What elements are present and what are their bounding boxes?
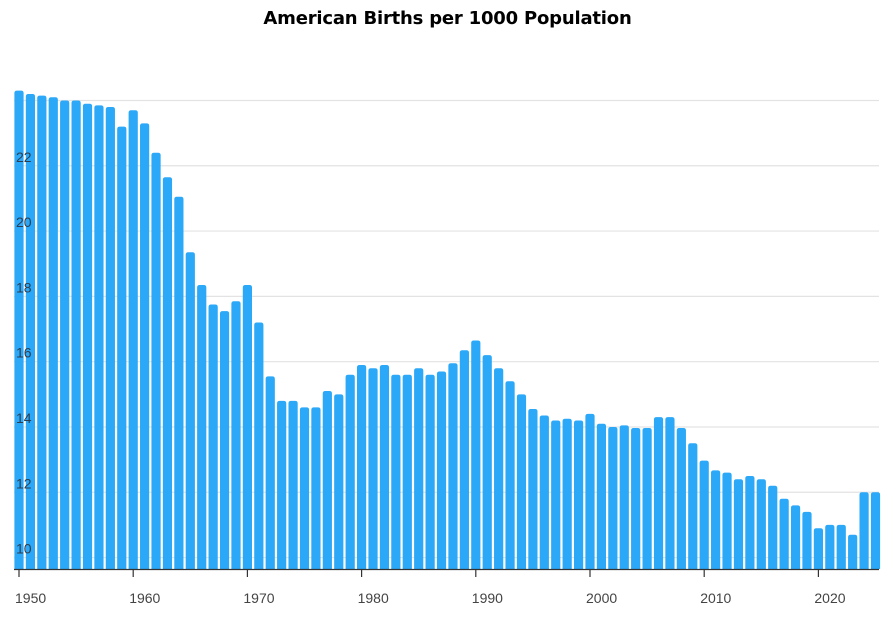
bar-1982 xyxy=(379,364,390,569)
bar-2023 xyxy=(848,534,858,569)
bar-1954 xyxy=(60,100,70,569)
bar-1957 xyxy=(94,105,104,570)
bar-2001 xyxy=(596,423,607,569)
bar-1971 xyxy=(254,322,264,569)
bar-2000 xyxy=(585,413,595,569)
bar-1977 xyxy=(322,391,332,569)
bar-1985 xyxy=(414,368,424,569)
bar-1995 xyxy=(528,409,538,569)
bar-1992 xyxy=(494,368,504,569)
chart-title: American Births per 1000 Population xyxy=(263,8,632,29)
bar-1986 xyxy=(425,374,435,569)
bar-1959 xyxy=(117,126,127,569)
bar-1975 xyxy=(299,407,310,569)
bar-1958 xyxy=(105,107,115,569)
y-tick-label-22: 22 xyxy=(16,149,32,165)
bar-2002 xyxy=(608,426,618,569)
bar-1956 xyxy=(82,103,93,570)
bar-2007 xyxy=(665,417,675,569)
bar-1993 xyxy=(505,381,515,569)
bar-1951 xyxy=(25,93,36,569)
y-tick-label-18: 18 xyxy=(16,279,32,295)
bar-1991 xyxy=(482,355,492,569)
bar-1990 xyxy=(471,340,481,569)
bar-2006 xyxy=(653,417,664,569)
x-tick-label-2000: 2000 xyxy=(586,590,617,606)
y-tick-label-16: 16 xyxy=(16,345,32,361)
bar-2025 xyxy=(870,492,881,569)
x-tick-label-2020: 2020 xyxy=(814,590,845,606)
gridlines xyxy=(14,99,879,559)
bars xyxy=(14,90,881,570)
x-tick-label-1970: 1970 xyxy=(243,590,274,606)
bar-1972 xyxy=(265,376,275,569)
bar-2010 xyxy=(699,460,709,569)
bar-1969 xyxy=(231,301,241,569)
bar-2018 xyxy=(790,505,801,569)
bar-2005 xyxy=(642,427,652,569)
bar-2022 xyxy=(836,524,846,569)
y-axis-labels: 10 12 14 16 18 20 22 xyxy=(16,149,32,557)
bar-1962 xyxy=(151,152,161,569)
bar-1978 xyxy=(334,394,344,569)
bar-2019 xyxy=(802,511,812,569)
bar-1983 xyxy=(391,374,401,569)
x-tick-label-1960: 1960 xyxy=(129,590,160,606)
bar-1968 xyxy=(219,311,230,569)
bar-1994 xyxy=(516,394,527,569)
bar-1961 xyxy=(140,123,150,569)
bar-1999 xyxy=(573,420,584,569)
bar-1976 xyxy=(311,407,321,569)
y-tick-label-12: 12 xyxy=(16,475,32,491)
bar-1980 xyxy=(357,364,367,569)
bar-1955 xyxy=(71,100,81,569)
bar-1952 xyxy=(37,95,47,569)
bar-2012 xyxy=(722,472,732,569)
x-tick-label-2010: 2010 xyxy=(700,590,731,606)
bar-2016 xyxy=(768,485,778,569)
bar-1960 xyxy=(128,110,138,569)
bar-1988 xyxy=(448,363,458,569)
bar-2008 xyxy=(676,427,686,569)
bar-1966 xyxy=(197,284,207,569)
bar-2020 xyxy=(813,528,823,569)
bar-1953 xyxy=(48,97,58,570)
bar-2009 xyxy=(688,443,698,569)
bar-1950 xyxy=(14,90,24,570)
bar-2014 xyxy=(745,475,755,569)
bar-1964 xyxy=(174,196,184,570)
bar-2004 xyxy=(631,427,641,569)
y-tick-label-20: 20 xyxy=(16,214,32,230)
bar-1970 xyxy=(242,284,252,569)
bar-1984 xyxy=(402,374,412,569)
bar-2013 xyxy=(733,479,744,569)
bar-2011 xyxy=(711,470,721,569)
bar-2017 xyxy=(779,498,789,569)
bar-2003 xyxy=(619,425,629,569)
bar-2021 xyxy=(825,524,835,569)
bar-1989 xyxy=(459,350,469,569)
bar-1996 xyxy=(539,415,549,569)
x-tick-label-1990: 1990 xyxy=(472,590,503,606)
bar-1974 xyxy=(288,400,298,569)
bar-1987 xyxy=(436,371,447,569)
bar-1981 xyxy=(368,368,378,569)
bar-1965 xyxy=(185,252,195,570)
bar-1979 xyxy=(345,374,355,569)
bar-2015 xyxy=(756,479,766,569)
bar-1997 xyxy=(551,420,561,569)
x-tick-label-1950: 1950 xyxy=(15,590,46,606)
y-tick-label-14: 14 xyxy=(16,410,32,426)
bar-1967 xyxy=(208,304,218,569)
bar-1973 xyxy=(277,400,287,569)
bar-1998 xyxy=(562,418,572,569)
y-tick-label-10: 10 xyxy=(16,541,32,557)
x-axis: 1950 1960 1970 1980 1990 2000 2010 2020 xyxy=(14,568,879,606)
x-tick-label-1980: 1980 xyxy=(358,590,389,606)
bar-1963 xyxy=(162,177,173,569)
bar-2024 xyxy=(859,492,869,569)
